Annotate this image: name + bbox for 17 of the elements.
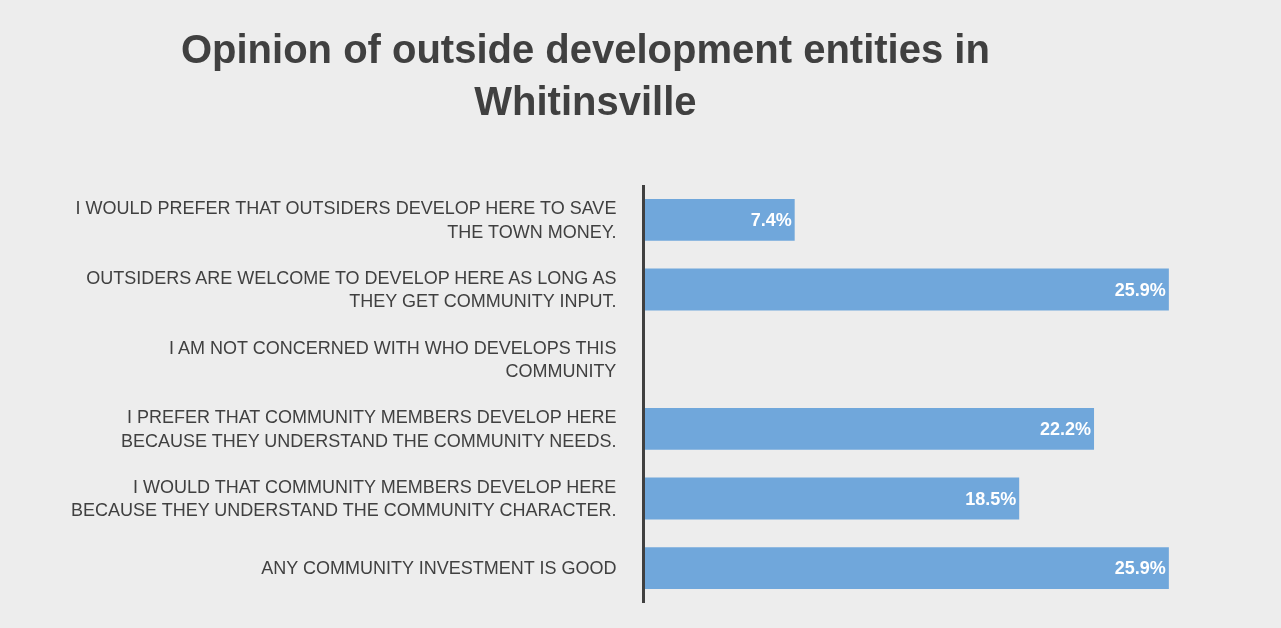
- bar: [645, 268, 1169, 311]
- data-label: 25.9%: [1114, 558, 1166, 579]
- bar: [645, 198, 795, 241]
- bar: [645, 407, 1095, 450]
- y-tick-label: I WOULD PREFER THAT OUTSIDERS DEVELOP HERE TO SAVE THE TOWN MONEY.: [75, 198, 617, 242]
- y-tick-label: I WOULD THAT COMMUNITY MEMBERS DEVELOP HERE BECAUSE THEY UNDERSTAND THE COMMUNITY CHARACTER.: [70, 477, 617, 521]
- data-label: 18.5%: [965, 488, 1017, 509]
- bar: [645, 477, 1020, 520]
- y-tick-label: ANY COMMUNITY INVESTMENT IS GOOD: [261, 558, 617, 579]
- data-label: 22.2%: [1039, 418, 1092, 439]
- data-label: 7.4%: [750, 209, 792, 230]
- y-tick-label: I PREFER THAT COMMUNITY MEMBERS DEVELOP HERE BECAUSE THEY UNDERSTAND THE COMMUNITY NEEDS.: [120, 407, 617, 451]
- y-tick-label: OUTSIDERS ARE WELCOME TO DEVELOP HERE AS LONG AS THEY GET COMMUNITY INPUT.: [86, 268, 617, 312]
- chart-title: Opinion of outside development entities in Whitinsville: [180, 26, 990, 123]
- data-label: 25.9%: [1114, 279, 1166, 300]
- y-tick-label: I AM NOT CONCERNED WITH WHO DEVELOPS THIS COMMUNITY: [169, 337, 617, 382]
- bar: [645, 547, 1169, 590]
